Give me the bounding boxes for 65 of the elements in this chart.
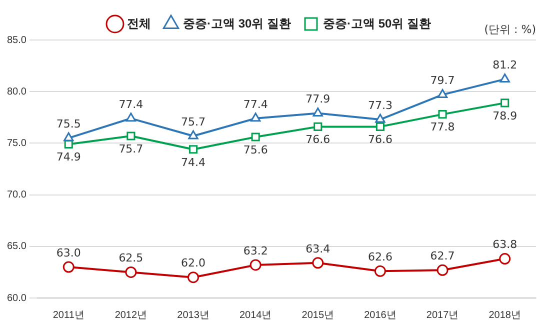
y-tick-label: 85.0 bbox=[6, 34, 27, 46]
point bbox=[500, 98, 510, 108]
data-label: 74.4 bbox=[181, 156, 206, 169]
legend-label: 중증·고액 30위 질환 bbox=[182, 16, 292, 30]
data-label: 62.0 bbox=[181, 256, 206, 270]
data-label: 62.5 bbox=[118, 252, 144, 265]
data-label: 63.4 bbox=[306, 242, 330, 256]
x-tick-label: 2014년 bbox=[239, 310, 272, 321]
point bbox=[437, 88, 448, 98]
point bbox=[376, 122, 384, 131]
x-tick-label: 2012년 bbox=[114, 310, 148, 321]
point bbox=[375, 114, 386, 123]
legend-label: 전체 bbox=[126, 16, 151, 30]
point bbox=[312, 108, 323, 117]
point bbox=[436, 264, 448, 276]
data-label: 78.9 bbox=[492, 109, 518, 122]
point bbox=[188, 130, 198, 140]
data-label: 62.6 bbox=[368, 250, 392, 264]
x-tick-label: 2017년 bbox=[426, 310, 459, 321]
y-tick-label: 80.0 bbox=[6, 86, 27, 98]
data-label: 77.4 bbox=[118, 98, 144, 111]
point bbox=[125, 266, 137, 278]
data-label: 77.9 bbox=[306, 92, 330, 106]
data-label: 75.5 bbox=[56, 117, 81, 130]
data-label: 63.2 bbox=[243, 244, 268, 258]
point bbox=[312, 257, 324, 269]
data-label: 75.7 bbox=[181, 115, 206, 128]
point bbox=[188, 272, 200, 284]
point bbox=[62, 261, 74, 273]
point bbox=[500, 73, 510, 82]
data-label: 81.2 bbox=[492, 58, 518, 72]
data-label: 79.7 bbox=[430, 74, 455, 88]
data-label: 76.6 bbox=[368, 133, 392, 146]
y-tick-label: 60.0 bbox=[6, 292, 27, 304]
data-label: 63.0 bbox=[56, 246, 81, 260]
point bbox=[250, 112, 261, 122]
point bbox=[374, 265, 386, 277]
point bbox=[499, 253, 511, 265]
x-tick-label: 2011년 bbox=[52, 310, 84, 321]
point bbox=[250, 259, 262, 271]
data-label: 63.8 bbox=[492, 238, 518, 252]
text: (단위 : %) bbox=[484, 22, 536, 37]
point bbox=[64, 132, 74, 142]
data-label: 62.7 bbox=[430, 249, 455, 262]
point bbox=[126, 112, 136, 122]
y-tick-label: 75.0 bbox=[6, 138, 27, 149]
point bbox=[314, 122, 322, 131]
data-label: 75.6 bbox=[243, 143, 268, 156]
x-tick-label: 2015년 bbox=[302, 310, 334, 321]
point bbox=[438, 110, 447, 119]
data-label: 77.3 bbox=[368, 98, 392, 112]
data-label: 77.8 bbox=[430, 120, 455, 134]
x-tick-label: 2018년 bbox=[488, 310, 521, 321]
point bbox=[126, 132, 136, 140]
legend-label: 중증·고액 50위 질환 bbox=[323, 16, 432, 30]
point bbox=[251, 132, 260, 142]
data-label: 75.7 bbox=[118, 142, 144, 156]
y-tick-label: 70.0 bbox=[6, 190, 27, 201]
x-tick-label: 2013년 bbox=[177, 310, 210, 321]
data-label: 74.9 bbox=[56, 150, 81, 164]
x-tick-label: 2016년 bbox=[364, 310, 396, 321]
point bbox=[188, 145, 198, 154]
y-tick-label: 65.0 bbox=[6, 241, 27, 252]
data-label: 77.4 bbox=[243, 98, 268, 111]
data-label: 76.6 bbox=[306, 133, 330, 146]
